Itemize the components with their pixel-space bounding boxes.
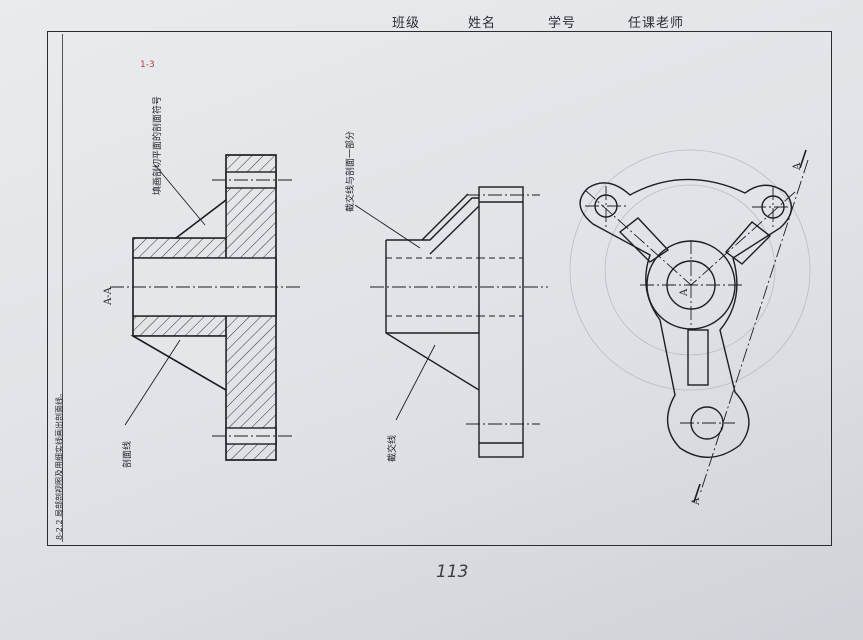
title-strip <box>50 34 63 542</box>
right-centerlines <box>584 159 809 495</box>
middle-view <box>385 186 524 458</box>
name-label: 姓名 <box>468 16 497 31</box>
class-label: 班级 <box>392 16 421 31</box>
annotation-middle: 截交线与剖面一部分 <box>346 130 356 212</box>
red-handwritten-note: 1-3 <box>140 60 155 70</box>
left-leaders <box>124 164 206 426</box>
header-row: 班级 姓名 学号 任课老师 <box>0 12 863 32</box>
middle-hidden-lines <box>386 257 523 317</box>
cut-label-top: A <box>792 162 803 170</box>
left-section-view <box>130 154 277 461</box>
student-id-label: 学号 <box>548 16 577 31</box>
center-label: A <box>679 288 690 296</box>
middle-leaders <box>354 204 436 421</box>
teacher-label: 任课老师 <box>628 16 685 31</box>
annotation-left: 填画剖切平面的剖面符号 <box>153 95 163 195</box>
cut-label-bottom: A <box>691 497 702 505</box>
middle-centerlines <box>370 194 548 425</box>
annotation-left-bottom: 剖面线 <box>123 440 133 468</box>
section-label: A-A <box>103 287 114 305</box>
cutting-plane-marks <box>693 149 807 503</box>
left-centerlines <box>110 179 300 437</box>
background-construction-lines <box>569 149 811 391</box>
drawing-frame <box>47 31 832 546</box>
annotation-middle-bottom: 截交线 <box>388 434 398 462</box>
page-number: 113 <box>436 562 469 582</box>
